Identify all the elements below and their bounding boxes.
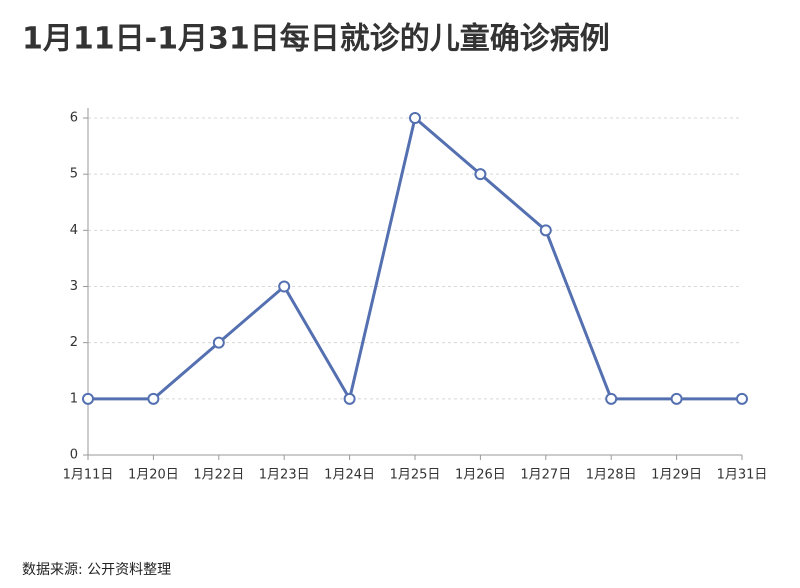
x-tick-label: 1月20日	[128, 468, 179, 483]
x-tick-label: 1月27日	[520, 468, 571, 483]
x-tick-label: 1月22日	[193, 468, 244, 483]
x-tick-label: 1月31日	[717, 468, 768, 483]
point	[82, 392, 94, 405]
x-tick-label: 1月29日	[651, 468, 702, 483]
y-tick-label: 4	[70, 223, 78, 238]
line	[88, 116, 742, 401]
point	[212, 336, 225, 349]
y-tick-label: 3	[70, 279, 78, 294]
x-tick-label: 1月11日	[63, 468, 114, 483]
x-tick-label: 1月25日	[390, 468, 441, 483]
x-tick-label: 1月28日	[586, 468, 637, 483]
x-tick-label: 1月23日	[259, 468, 310, 483]
y-tick-label: 5	[70, 167, 78, 182]
point	[278, 280, 291, 293]
point	[670, 392, 683, 405]
point	[539, 224, 552, 237]
point	[147, 392, 160, 405]
y-tick-label: 6	[70, 111, 78, 126]
x-tick-label: 1月26日	[455, 468, 506, 483]
y-tick-label: 1	[70, 391, 78, 406]
point	[343, 392, 356, 405]
point	[605, 392, 618, 405]
chart-title: 1月11日-1月31日每日就诊的儿童确诊病例	[22, 22, 610, 57]
point	[736, 392, 748, 405]
point	[474, 168, 487, 181]
x-tick-label: 1月24日	[324, 468, 375, 483]
y-tick-label: 2	[70, 335, 78, 350]
y-tick-label: 0	[70, 448, 78, 463]
source-note: 数据来源: 公开资料整理	[22, 562, 171, 578]
point	[409, 112, 421, 124]
